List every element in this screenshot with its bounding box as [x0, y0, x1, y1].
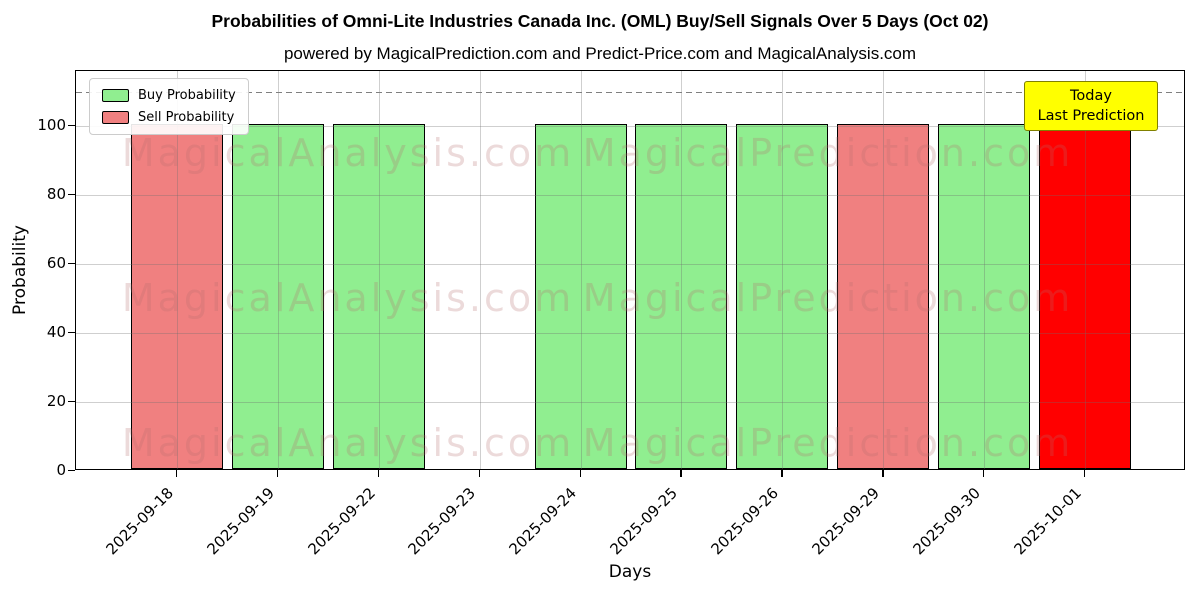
gridline-vertical-2025-09-26	[782, 71, 784, 469]
sell-probability-swatch	[102, 111, 129, 124]
chart-subtitle: powered by MagicalPrediction.com and Pre…	[283, 44, 917, 63]
legend-label-sell: Sell Probability	[138, 110, 235, 125]
x-tick-2025-09-19	[276, 470, 279, 477]
gridline-horizontal-80	[76, 195, 1184, 197]
y-tick-label-100: 100	[37, 116, 66, 135]
x-tick-label-2025-09-30: 2025-09-30	[909, 484, 984, 559]
today-annotation: Today Last Prediction	[1024, 81, 1158, 131]
x-tick-2025-10-01	[1084, 470, 1086, 477]
buy-probability-swatch	[102, 89, 129, 102]
bar-2025-09-25	[635, 124, 728, 469]
chart-title: Probabilities of Omni-Lite Industries Ca…	[211, 11, 989, 31]
x-tick-label-2025-09-19: 2025-09-19	[203, 484, 278, 559]
bar-2025-09-26	[736, 124, 829, 469]
gridline-vertical-2025-09-19	[277, 71, 279, 469]
legend-item-buy: Buy Probability	[102, 88, 236, 103]
gridline-vertical-2025-09-23	[479, 71, 481, 469]
gridline-vertical-2025-09-18	[176, 71, 178, 469]
gridline-vertical-2025-09-24	[580, 71, 582, 469]
y-tick-label-80: 80	[46, 185, 66, 204]
x-tick-2025-09-22	[377, 470, 380, 477]
x-tick-label-2025-10-01: 2025-10-01	[1010, 484, 1085, 559]
legend-item-sell: Sell Probability	[102, 110, 236, 125]
y-tick-100	[68, 125, 75, 127]
gridline-horizontal-40	[76, 333, 1184, 335]
bar-2025-09-30	[938, 124, 1031, 469]
gridline-vertical-2025-09-30	[984, 71, 986, 469]
x-tick-2025-09-18	[175, 470, 178, 477]
y-tick-80	[68, 194, 75, 196]
x-tick-label-2025-09-26: 2025-09-26	[707, 484, 783, 559]
x-tick-2025-09-23	[478, 470, 480, 477]
y-tick-label-40: 40	[46, 323, 66, 342]
y-tick-0	[68, 470, 75, 472]
gridline-horizontal-20	[76, 402, 1184, 404]
x-tick-2025-09-26	[781, 470, 783, 477]
y-tick-label-0: 0	[56, 461, 66, 479]
dashed-guide-line	[76, 91, 1184, 94]
gridline-horizontal-60	[76, 264, 1184, 266]
annotation-line-today: Today	[1070, 88, 1112, 104]
gridline-vertical-2025-09-29	[883, 71, 885, 469]
x-tick-label-2025-09-18: 2025-09-18	[102, 484, 177, 559]
legend: Buy Probability Sell Probability	[89, 78, 249, 135]
x-tick-2025-09-25	[680, 470, 682, 477]
y-tick-20	[68, 401, 75, 403]
y-tick-label-60: 60	[46, 254, 66, 273]
bar-2025-09-22	[332, 124, 425, 469]
y-tick-60	[68, 263, 75, 265]
gridline-vertical-2025-09-25	[681, 71, 683, 469]
gridline-vertical-2025-09-22	[378, 71, 380, 469]
gridline-horizontal-100	[76, 126, 1184, 128]
x-tick-2025-09-24	[579, 470, 581, 477]
x-axis-label: Days	[608, 562, 652, 582]
x-tick-label-2025-09-23: 2025-09-23	[404, 484, 480, 559]
bar-2025-09-24	[534, 124, 627, 469]
annotation-line-last-prediction: Last Prediction	[1037, 108, 1145, 124]
x-tick-2025-09-30	[983, 470, 985, 477]
y-tick-40	[68, 332, 75, 334]
x-tick-label-2025-09-22: 2025-09-22	[304, 484, 379, 559]
gridline-vertical-2025-10-01	[1085, 71, 1087, 469]
x-tick-label-2025-09-24: 2025-09-24	[505, 484, 581, 559]
y-tick-label-20: 20	[46, 392, 66, 411]
legend-label-buy: Buy Probability	[138, 88, 236, 103]
x-tick-label-2025-09-29: 2025-09-29	[808, 484, 884, 559]
bar-2025-09-29	[837, 124, 930, 469]
plot-area: Buy Probability Sell Probability Today L…	[75, 70, 1185, 470]
bar-2025-09-18	[130, 124, 223, 469]
bar-2025-09-19	[231, 124, 324, 469]
x-tick-2025-09-29	[882, 470, 884, 477]
x-tick-label-2025-09-25: 2025-09-25	[606, 484, 682, 559]
